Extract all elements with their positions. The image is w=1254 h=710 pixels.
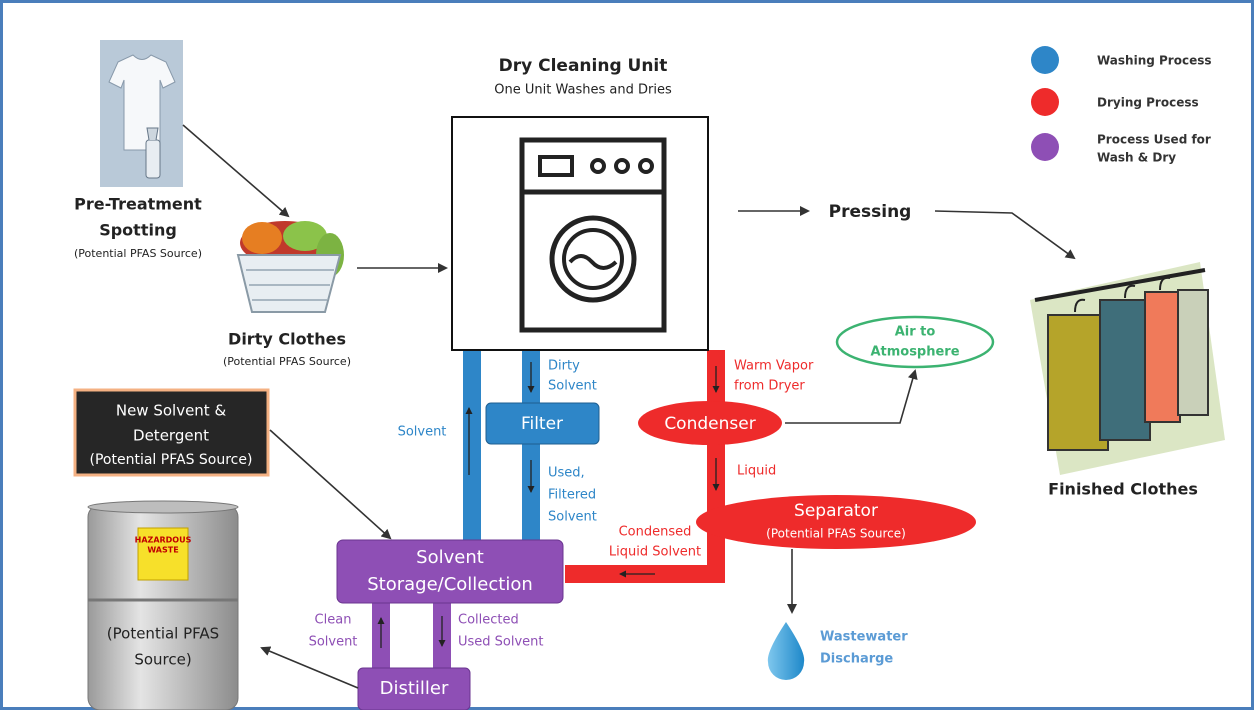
flow-label: Dirty	[548, 359, 580, 374]
node-label: Pressing	[829, 202, 912, 222]
legend: Washing Process Drying Process Process U…	[1031, 46, 1212, 165]
node-note: (Potential PFAS Source)	[74, 247, 202, 260]
flow-label: Filtered	[548, 488, 596, 503]
node-label: Source)	[134, 651, 191, 669]
arrow	[269, 429, 392, 540]
legend-label: Process Used for	[1097, 133, 1211, 147]
legend-label: Washing Process	[1097, 54, 1212, 68]
pipe	[565, 350, 725, 583]
legend-swatch	[1031, 46, 1059, 74]
pipe	[522, 350, 540, 542]
node-label: Air to	[895, 325, 936, 340]
node-note: (Potential PFAS Source)	[223, 355, 351, 368]
basket-icon	[236, 221, 344, 313]
node-label: Discharge	[820, 652, 893, 667]
legend-swatch	[1031, 133, 1059, 161]
node-label: New Solvent &	[116, 402, 227, 420]
node-note: (Potential PFAS Source)	[766, 527, 906, 541]
arrow	[934, 210, 1076, 260]
title: Dry Cleaning Unit	[499, 56, 668, 76]
drop-icon	[767, 622, 805, 680]
legend-swatch	[1031, 88, 1059, 116]
clothes-rack-icon	[1030, 262, 1225, 475]
flow-label: from Dryer	[734, 379, 805, 394]
legend-label: Wash & Dry	[1097, 151, 1176, 165]
node-label: Wastewater	[820, 630, 908, 645]
legend-label: Drying Process	[1097, 96, 1199, 110]
flow-label: Used,	[548, 466, 585, 481]
filter-box	[485, 402, 600, 445]
flow-label: Liquid Solvent	[609, 545, 701, 560]
node-label: (Potential PFAS	[107, 625, 219, 643]
condenser	[638, 401, 782, 445]
washer-icon	[519, 137, 667, 333]
node-note: (Potential PFAS Source)	[90, 452, 253, 468]
node-label: Detergent	[133, 427, 209, 445]
flow-label: Used Solvent	[458, 635, 544, 650]
flow-label: Liquid	[737, 464, 776, 479]
node-label: Distiller	[380, 678, 449, 699]
flow-label: Collected	[458, 613, 519, 628]
node-label: Pre-Treatment	[74, 195, 202, 214]
arrow	[785, 369, 918, 424]
sign-label: WASTE	[147, 546, 178, 555]
node-label: Atmosphere	[870, 345, 959, 360]
node-label: Solvent	[416, 547, 484, 568]
arrow	[260, 646, 359, 689]
subtitle: One Unit Washes and Dries	[494, 83, 672, 98]
shirt-icon	[100, 40, 183, 187]
barrel-icon	[87, 500, 239, 710]
node-label: Separator	[794, 501, 878, 521]
storage-box	[336, 539, 564, 604]
flow-label: Solvent	[548, 379, 597, 394]
flow-label: Solvent	[309, 635, 358, 650]
node-label: Spotting	[99, 221, 177, 240]
node-label: Finished Clothes	[1048, 480, 1198, 499]
new-solvent-box	[73, 388, 270, 477]
flow-label: Solvent	[398, 425, 447, 440]
distiller-box	[357, 667, 471, 710]
pipe	[463, 350, 481, 542]
node-label: Filter	[521, 414, 563, 434]
arrow	[182, 124, 290, 218]
node-label: Storage/Collection	[367, 574, 533, 595]
flow-label: Solvent	[548, 510, 597, 525]
node-label: Dirty Clothes	[228, 330, 346, 349]
separator	[696, 495, 976, 549]
flow-label: Clean	[315, 613, 352, 628]
air-ellipse	[835, 315, 995, 369]
flow-label: Warm Vapor	[734, 359, 814, 374]
flow-label: Condensed	[619, 525, 692, 540]
node-label: Condenser	[664, 414, 755, 434]
sign-label: HAZARDOUS	[135, 536, 192, 545]
